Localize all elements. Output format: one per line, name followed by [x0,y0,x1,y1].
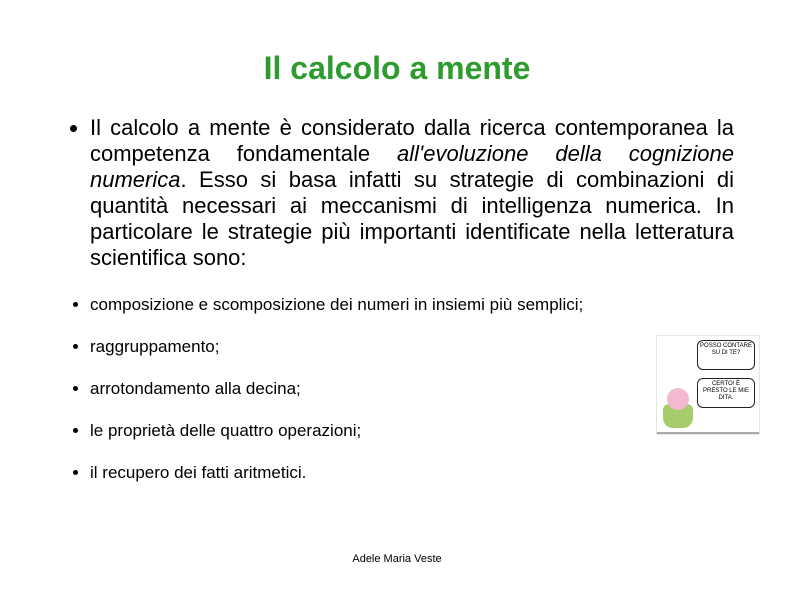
cartoon-image: POSSO CONTARE SU DI TE? CERTO! È PRESTO … [656,335,760,435]
cartoon-head [667,388,689,410]
main-list: Il calcolo a mente è considerato dalla r… [60,115,734,271]
page-title: Il calcolo a mente [60,50,734,87]
list-item: composizione e scomposizione dei numeri … [90,295,734,315]
main-paragraph-part2: . Esso si basa infatti su strategie di c… [90,167,734,270]
sub-list: composizione e scomposizione dei numeri … [60,295,734,483]
footer-author: Adele Maria Veste [0,553,794,565]
list-item: il recupero dei fatti aritmetici. [90,463,734,483]
main-paragraph: Il calcolo a mente è considerato dalla r… [90,115,734,271]
list-item: le proprietà delle quattro operazioni; [90,421,734,441]
cartoon-figure [661,382,699,430]
slide: Il calcolo a mente Il calcolo a mente è … [0,0,794,595]
speech-bubble-1: POSSO CONTARE SU DI TE? [697,340,755,370]
list-item: raggruppamento; [90,337,734,357]
speech-bubble-2: CERTO! È PRESTO LE MIE DITA. [697,378,755,408]
list-item: arrotondamento alla decina; [90,379,734,399]
cartoon-ground [657,432,759,434]
